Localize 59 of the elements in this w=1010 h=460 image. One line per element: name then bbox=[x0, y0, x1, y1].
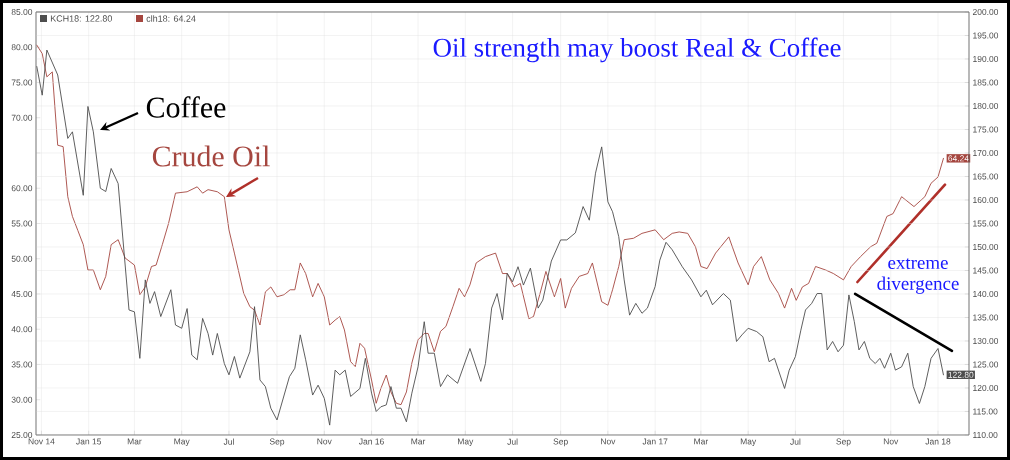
x-tick-label: Mar bbox=[411, 438, 426, 445]
y2-tick-label: 115.00 bbox=[973, 408, 998, 415]
y2-tick-label: 160.00 bbox=[973, 197, 999, 203]
y2-tick-label: 120.00 bbox=[973, 384, 999, 391]
y2-tick-label: 130.00 bbox=[973, 337, 999, 344]
x-tick-label: Sep bbox=[269, 438, 285, 447]
legend-label: clh18: 64.24 bbox=[146, 15, 196, 22]
x-tick-label: Mar bbox=[127, 438, 142, 445]
x-tick-label: Jul bbox=[223, 438, 234, 445]
y2-tick-label: 175.00 bbox=[973, 126, 999, 133]
y-tick-label: 40.00 bbox=[11, 326, 33, 333]
y-tick-label: 50.00 bbox=[11, 255, 33, 262]
y2-tick-label: 110.00 bbox=[973, 431, 998, 438]
x-tick-label: Sep bbox=[553, 438, 568, 447]
annotation: Coffee bbox=[146, 96, 226, 118]
data-label: 122.80 bbox=[948, 371, 974, 378]
y2-tick-label: 195.00 bbox=[973, 32, 999, 39]
y-tick-label: 25.00 bbox=[11, 431, 33, 438]
y-tick-label: 45.00 bbox=[11, 290, 33, 297]
x-tick-label: Nov bbox=[883, 438, 899, 445]
x-tick-label: May bbox=[174, 438, 190, 447]
x-tick-label: Mar bbox=[694, 438, 709, 445]
y2-tick-label: 145.00 bbox=[973, 267, 999, 274]
y-tick-label: 85.00 bbox=[11, 8, 33, 15]
y2-tick-label: 170.00 bbox=[973, 150, 999, 156]
y2-tick-label: 135.00 bbox=[973, 314, 999, 321]
x-tick-label: Jan 17 bbox=[642, 438, 668, 445]
x-tick-label: May bbox=[740, 438, 757, 447]
y2-tick-label: 150.00 bbox=[973, 243, 999, 250]
x-tick-label: Jan 16 bbox=[358, 438, 384, 445]
x-tick-label: Nov bbox=[601, 438, 616, 445]
x-tick-label: Nov 14 bbox=[28, 438, 55, 445]
legend-label: KCH18: 122.80 bbox=[50, 15, 112, 22]
y-tick-label: 80.00 bbox=[11, 44, 33, 51]
y-tick-label: 60.00 bbox=[11, 185, 33, 192]
y-tick-label: 75.00 bbox=[11, 79, 33, 86]
y2-tick-label: 165.00 bbox=[973, 173, 999, 180]
y2-tick-label: 200.00 bbox=[972, 9, 999, 15]
y-tick-label: 35.00 bbox=[11, 361, 33, 368]
y-tick-label: 55.00 bbox=[11, 220, 33, 227]
y2-tick-label: 140.00 bbox=[973, 290, 999, 297]
data-label: 64.24 bbox=[948, 155, 969, 162]
x-tick-label: Jan 15 bbox=[76, 438, 102, 445]
y2-tick-label: 155.00 bbox=[973, 220, 999, 227]
annotation: extreme divergence bbox=[877, 258, 959, 294]
annotation: Crude Oil bbox=[152, 145, 270, 167]
y2-tick-label: 190.00 bbox=[973, 56, 999, 62]
y2-tick-label: 180.00 bbox=[973, 103, 999, 109]
y-tick-label: 70.00 bbox=[11, 114, 33, 121]
x-tick-label: Jul bbox=[790, 438, 801, 445]
x-tick-label: May bbox=[458, 438, 474, 447]
text: Oil strength may boost Real & Coffee bbox=[433, 37, 841, 63]
y2-tick-label: 185.00 bbox=[973, 79, 999, 86]
y-tick-label: 30.00 bbox=[11, 396, 33, 403]
x-tick-label: Jul bbox=[507, 438, 518, 445]
x-tick-label: Jan 18 bbox=[925, 438, 951, 445]
y2-tick-label: 125.00 bbox=[973, 361, 999, 368]
x-tick-label: Nov bbox=[317, 438, 332, 445]
x-tick-label: Sep bbox=[836, 438, 851, 447]
